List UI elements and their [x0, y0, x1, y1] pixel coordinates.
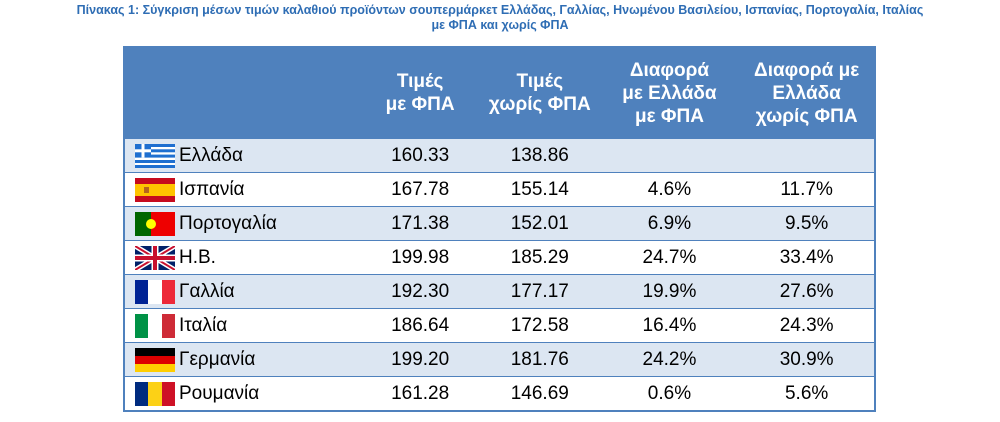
value-cell: 160.33	[360, 138, 480, 173]
header-line: με ΦΠΑ	[634, 105, 704, 127]
value-cell: 9.5%	[739, 206, 875, 241]
flag-greece	[135, 143, 175, 168]
country-cell: Ισπανία	[124, 172, 361, 207]
header-row: Τιμές με ΦΠΑ Τιμές χωρίς ΦΠΑ Διαφορά με Ελλάδ…	[124, 47, 875, 139]
column-header: Τιμές χωρίς ΦΠΑ	[479, 47, 600, 139]
country-cell: Ελλάδα	[124, 138, 361, 173]
country-name: Πορτογαλία	[179, 212, 277, 234]
header-line: με ΦΠΑ	[385, 94, 455, 115]
country-name: Ρουμανία	[179, 382, 260, 404]
value-cell: 24.7%	[599, 240, 740, 275]
title-line: Πίνακας 1: Σύγκριση μέσων τιμών καλαθιού…	[76, 3, 924, 17]
country-cell: Ρουμανία	[124, 376, 361, 411]
value-cell: 155.14	[479, 172, 600, 207]
value-cell: 186.64	[360, 308, 480, 343]
corner	[124, 47, 361, 139]
header-line: Ελλάδα	[772, 82, 841, 104]
value-cell: 30.9%	[739, 342, 875, 377]
header-line: χωρίς ΦΠΑ	[755, 105, 858, 127]
value-cell: 24.3%	[739, 308, 875, 343]
country-name: Η.Β.	[179, 246, 216, 268]
column-header: Τιμές με ΦΠΑ	[360, 47, 480, 139]
table-row: Γαλλία 192.30 177.17 19.9% 27.6%	[124, 274, 875, 309]
header-line: με Ελλάδα	[622, 82, 717, 104]
value-cell: 167.78	[360, 172, 480, 207]
flag-france	[135, 279, 175, 304]
header-line: Τιμές	[516, 71, 564, 92]
value-cell: 152.01	[479, 206, 600, 241]
value-cell: 16.4%	[599, 308, 740, 343]
table-row: Ρουμανία 161.28 146.69 0.6% 5.6%	[124, 376, 875, 411]
price-table: Τιμές με ΦΠΑ Τιμές χωρίς ΦΠΑ Διαφορά με Ελλάδ…	[123, 46, 876, 412]
value-cell: 171.38	[360, 206, 480, 241]
header-line: Διαφορά	[629, 59, 710, 81]
title: Πίνακας 1: Σύγκριση μέσων τιμών καλαθιού…	[0, 3, 1000, 33]
header-line: Διαφορά με	[754, 59, 860, 81]
country-name: Ελλάδα	[179, 144, 243, 166]
table-row: Πορτογαλία 171.38 152.01 6.9% 9.5%	[124, 206, 875, 241]
value-cell: 4.6%	[599, 172, 740, 207]
value-cell: 181.76	[479, 342, 600, 377]
table-row: Ισπανία 167.78 155.14 4.6% 11.7%	[124, 172, 875, 207]
value-cell	[739, 138, 875, 173]
country-name: Ισπανία	[179, 178, 245, 200]
title-line: με ΦΠΑ και χωρίς ΦΠΑ	[431, 18, 569, 32]
table-row: Γερμανία 199.20 181.76 24.2% 30.9%	[124, 342, 875, 377]
table-row: Ελλάδα 160.33 138.86	[124, 138, 875, 173]
flag-germany	[135, 347, 175, 372]
country-cell: Ιταλία	[124, 308, 361, 343]
value-cell: 199.20	[360, 342, 480, 377]
flag-italy	[135, 313, 175, 338]
table-row: Ιταλία 186.64 172.58 16.4% 24.3%	[124, 308, 875, 343]
flag-portugal	[135, 211, 175, 236]
flag-uk	[133, 243, 177, 272]
value-cell: 24.2%	[599, 342, 740, 377]
value-cell: 5.6%	[739, 376, 875, 411]
value-cell: 177.17	[479, 274, 600, 309]
value-cell: 0.6%	[599, 376, 740, 411]
country-cell: Η.Β.	[124, 240, 361, 275]
column-header: Διαφορά με Ελλάδα χωρίς ΦΠΑ	[739, 47, 875, 139]
value-cell: 6.9%	[599, 206, 740, 241]
country-cell: Γαλλία	[124, 274, 361, 309]
country-cell: Πορτογαλία	[124, 206, 361, 241]
value-cell: 19.9%	[599, 274, 740, 309]
value-cell: 199.98	[360, 240, 480, 275]
value-cell: 146.69	[479, 376, 600, 411]
value-cell: 185.29	[479, 240, 600, 275]
value-cell: 172.58	[479, 308, 600, 343]
value-cell: 27.6%	[739, 274, 875, 309]
country-cell: Γερμανία	[124, 342, 361, 377]
header-line: χωρίς ΦΠΑ	[488, 94, 591, 115]
header-line: Τιμές	[396, 71, 444, 92]
table-row: Η.Β. 199.98 185.29 24.7% 33.4%	[124, 240, 875, 275]
country-name: Γερμανία	[179, 348, 256, 370]
country-name: Ιταλία	[179, 314, 228, 336]
flag-romania	[135, 381, 175, 406]
value-cell: 11.7%	[739, 172, 875, 207]
value-cell: 192.30	[360, 274, 480, 309]
flag-spain	[135, 177, 175, 202]
value-cell: 33.4%	[739, 240, 875, 275]
value-cell: 161.28	[360, 376, 480, 411]
value-cell: 138.86	[479, 138, 600, 173]
column-header: Διαφορά με Ελλάδα με ΦΠΑ	[599, 47, 740, 139]
value-cell	[599, 138, 740, 173]
country-name: Γαλλία	[179, 280, 235, 302]
